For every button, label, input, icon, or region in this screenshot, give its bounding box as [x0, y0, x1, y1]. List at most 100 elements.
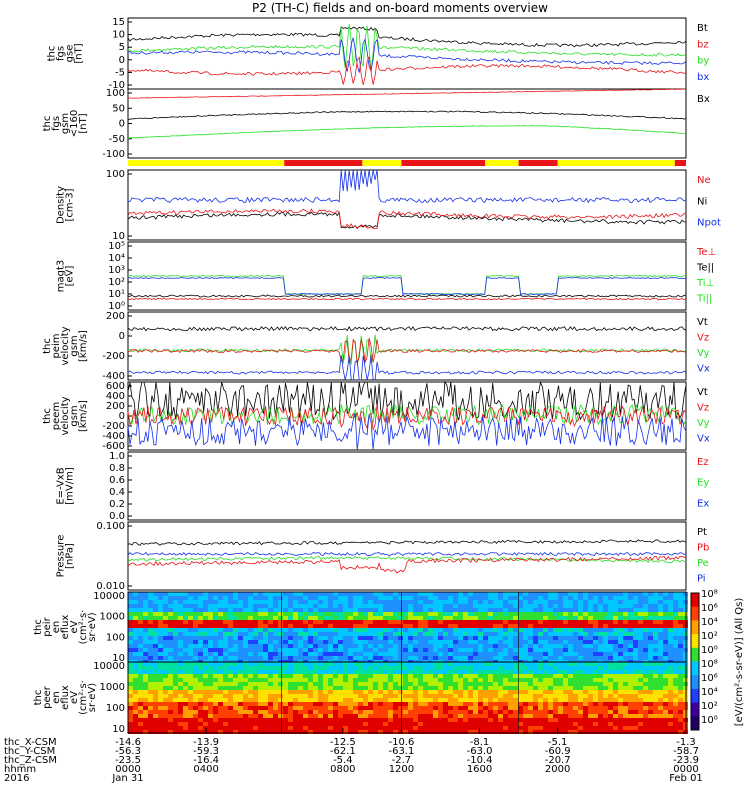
- spectrogram-cell: [163, 666, 168, 670]
- spectrogram-cell: [178, 714, 183, 718]
- spectrogram-cell: [248, 718, 253, 722]
- spectrogram-cell: [393, 670, 398, 674]
- colorbar-segment: [691, 716, 699, 731]
- spectrogram-cell: [198, 694, 203, 698]
- xtick-label: -2.7: [392, 755, 412, 766]
- ytick-label: 0.010: [96, 581, 125, 592]
- spectrogram-cell: [208, 702, 213, 706]
- spectrogram-cell: [148, 710, 153, 714]
- spectrogram-cell: [203, 600, 208, 604]
- spectrogram-cell: [498, 608, 503, 612]
- spectrogram-cell: [608, 612, 613, 616]
- spectrogram-cell: [233, 682, 238, 686]
- spectrogram-cell: [293, 706, 298, 710]
- spectrogram-cell: [338, 640, 343, 644]
- spectrogram-cell: [408, 666, 413, 670]
- spectrogram-cell: [588, 616, 593, 620]
- spectrogram-cell: [678, 682, 683, 686]
- spectrogram-cell: [173, 624, 178, 628]
- spectrogram-cell: [178, 592, 183, 596]
- spectrogram-cell: [633, 690, 638, 694]
- spectrogram-cell: [588, 628, 593, 632]
- spectrogram-cell: [608, 616, 613, 620]
- spectrogram-cell: [383, 662, 388, 666]
- spectrogram-cell: [518, 604, 523, 608]
- spectrogram-cell: [468, 690, 473, 694]
- spectrogram-cell: [338, 644, 343, 648]
- spectrogram-cell: [133, 652, 138, 656]
- ylabel-peem: gsm: [69, 405, 80, 426]
- spectrogram-cell: [218, 644, 223, 648]
- spectrogram-cell: [613, 698, 618, 702]
- spectrogram-cell: [603, 706, 608, 710]
- spectrogram-cell: [373, 690, 378, 694]
- spectrogram-cell: [348, 604, 353, 608]
- spectrogram-cell: [153, 600, 158, 604]
- spectrogram-cell: [478, 698, 483, 702]
- spectrogram-cell: [453, 710, 458, 714]
- spectrogram-cell: [658, 686, 663, 690]
- spectrogram-cell: [318, 714, 323, 718]
- spectrogram-cell: [128, 616, 133, 620]
- spectrogram-cell: [518, 628, 523, 632]
- spectrogram-cell: [348, 616, 353, 620]
- spectrogram-cell: [388, 640, 393, 644]
- spectrogram-cell: [408, 624, 413, 628]
- spectrogram-cell: [328, 718, 333, 722]
- spectrogram-cell: [168, 730, 173, 734]
- spectrogram-cell: [303, 702, 308, 706]
- spectrogram-cell: [418, 644, 423, 648]
- spectrogram-cell: [368, 656, 373, 660]
- spectrogram-cell: [243, 620, 248, 624]
- spectrogram-cell: [418, 698, 423, 702]
- spectrogram-cell: [233, 612, 238, 616]
- spectrogram-cell: [558, 636, 563, 640]
- spectrogram-cell: [203, 644, 208, 648]
- spectrogram-cell: [473, 624, 478, 628]
- spectrogram-cell: [298, 608, 303, 612]
- spectrogram-cell: [208, 648, 213, 652]
- spectrogram-cell: [303, 640, 308, 644]
- spectrogram-cell: [563, 608, 568, 612]
- spectrogram-cell: [428, 690, 433, 694]
- panel-fgs: [127, 17, 687, 90]
- spectrogram-cell: [463, 612, 468, 616]
- spectrogram-cell: [448, 592, 453, 596]
- spectrogram-cell: [678, 608, 683, 612]
- spectrogram-cell: [258, 604, 263, 608]
- spectrogram-cell: [138, 640, 143, 644]
- spectrogram-cell: [543, 694, 548, 698]
- spectrogram-cell: [333, 678, 338, 682]
- spectrogram-cell: [593, 648, 598, 652]
- spectrogram-cell: [643, 600, 648, 604]
- spectrogram-cell: [608, 628, 613, 632]
- spectrogram-cell: [188, 710, 193, 714]
- spectrogram-cell: [258, 698, 263, 702]
- spectrogram-cell: [393, 640, 398, 644]
- spectrogram-cell: [203, 674, 208, 678]
- spectrogram-cell: [273, 726, 278, 730]
- spectrogram-cell: [133, 604, 138, 608]
- spectrogram-cell: [413, 624, 418, 628]
- spectrogram-cell: [153, 674, 158, 678]
- spectrogram-cell: [358, 612, 363, 616]
- spectrogram-cell: [663, 628, 668, 632]
- spectrogram-cell: [593, 600, 598, 604]
- spectrogram-cell: [238, 648, 243, 652]
- spectrogram-cell: [553, 604, 558, 608]
- spectrogram-cell: [673, 706, 678, 710]
- spectrogram-cell: [608, 648, 613, 652]
- spectrogram-cell: [563, 616, 568, 620]
- spectrogram-cell: [498, 628, 503, 632]
- spectrogram-cell: [398, 616, 403, 620]
- spectrogram-cell: [513, 694, 518, 698]
- spectrogram-cell: [593, 714, 598, 718]
- spectrogram-cell: [433, 596, 438, 600]
- spectrogram-cell: [403, 722, 408, 726]
- spectrogram-cell: [213, 714, 218, 718]
- spectrogram-cell: [353, 656, 358, 660]
- spectrogram-cell: [338, 620, 343, 624]
- spectrogram-cell: [603, 718, 608, 722]
- spectrogram-cell: [453, 690, 458, 694]
- spectrogram-cell: [223, 636, 228, 640]
